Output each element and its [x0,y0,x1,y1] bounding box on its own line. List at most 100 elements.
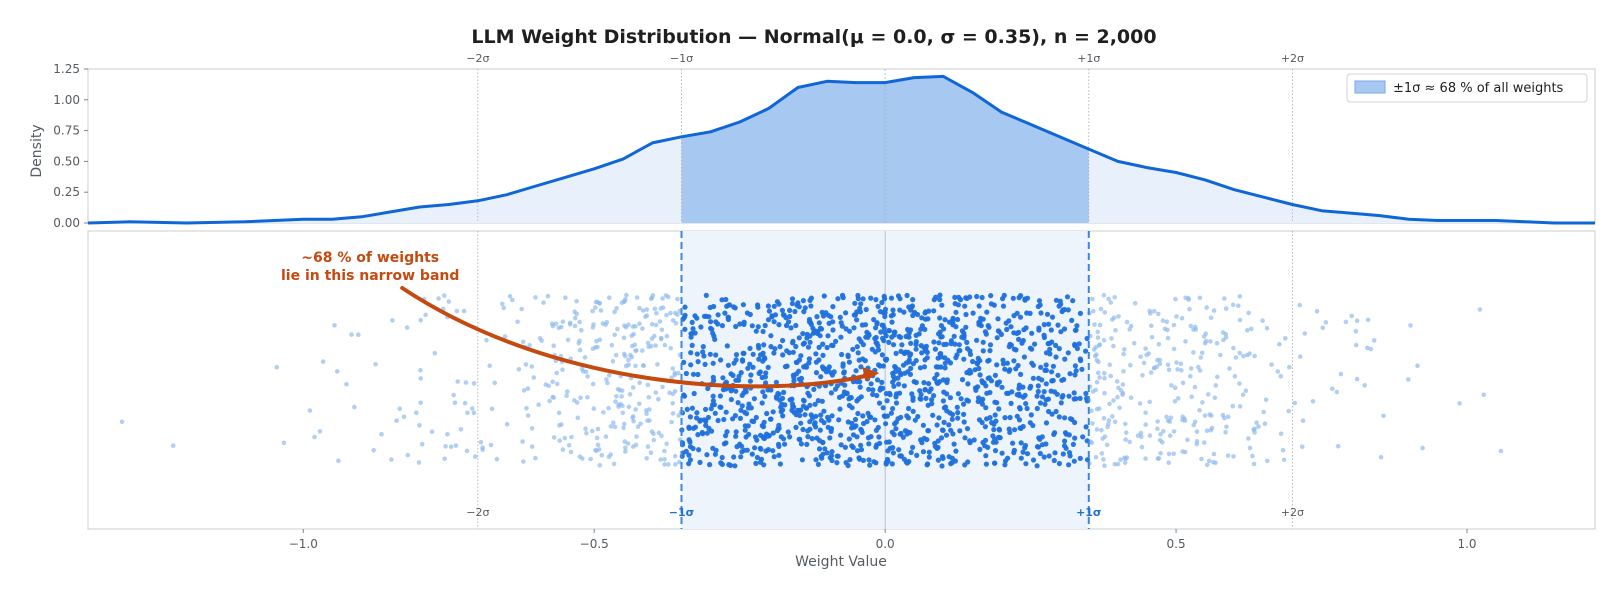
scatter-point-inner [689,405,696,411]
scatter-point-outer [1172,399,1178,404]
scatter-point-outer [502,334,508,339]
scatter-point-inner [814,314,820,320]
scatter-point-inner [762,393,768,399]
scatter-point-inner [941,419,947,425]
scatter-point-inner [1006,368,1012,374]
scatter-point-inner [834,460,840,466]
scatter-point-inner [688,334,694,340]
scatter-point-inner [982,424,989,430]
scatter-point-outer [404,325,410,330]
scatter-point-inner [743,434,749,440]
scatter-point-inner [776,443,782,449]
scatter-point-inner [1059,394,1065,400]
scatter-point-outer [1107,362,1113,368]
scatter-point-outer [1202,413,1208,418]
scatter-point-outer [1204,462,1210,468]
scatter-point-outer [600,321,606,326]
scatter-point-outer [633,407,638,412]
scatter-point-inner [793,424,799,430]
scatter-point-inner [818,374,824,380]
scatter-point-outer [595,426,601,432]
sigma-bottom-label: +2σ [1281,506,1304,519]
annotation-line-1: ~68 % of weights [301,250,439,266]
scatter-point-inner [828,453,835,459]
scatter-point-inner [1012,427,1018,433]
scatter-point-inner [1053,354,1059,360]
scatter-point-outer [394,418,399,424]
scatter-point-outer [1237,317,1243,323]
scatter-point-outer [1203,338,1209,344]
scatter-point-outer [1335,443,1341,449]
scatter-point-inner [1011,447,1018,453]
scatter-point-inner [733,429,739,435]
scatter-point-outer [1168,415,1174,421]
scatter-point-inner [1008,400,1014,406]
scatter-point-outer [1124,430,1129,435]
scatter-point-inner [952,294,958,300]
scatter-point-inner [717,393,724,399]
scatter-point-outer [1241,353,1246,359]
scatter-point-inner [882,356,889,363]
scatter-point-inner [870,391,876,397]
scatter-point-inner [798,353,804,359]
scatter-point-inner [980,316,986,322]
scatter-point-inner [813,457,819,463]
scatter-point-outer [500,301,505,307]
scatter-point-inner [893,400,900,406]
scatter-point-outer [1278,431,1284,437]
scatter-point-inner [731,360,737,366]
scatter-point-inner [749,451,755,457]
scatter-point-inner [1039,394,1046,400]
scatter-point-inner [995,316,1001,322]
scatter-point-inner [819,309,825,315]
scatter-point-outer [1102,390,1107,396]
scatter-point-inner [1070,441,1076,447]
scatter-point-outer [1330,386,1335,392]
scatter-point-inner [897,307,903,313]
scatter-point-outer [609,342,615,348]
scatter-point-outer [1116,314,1121,319]
scatter-point-outer [556,410,562,416]
scatter-point-outer [1231,454,1236,459]
scatter-point-inner [1042,401,1048,407]
scatter-point-inner [771,350,777,356]
scatter-point-outer [1286,408,1291,414]
scatter-point-outer [1202,440,1207,445]
scatter-point-inner [794,302,800,308]
scatter-point-outer [451,392,457,398]
scatter-point-outer [640,348,645,353]
scatter-point-outer [1114,379,1120,384]
scatter-point-inner [936,340,942,346]
scatter-point-inner [830,327,836,333]
scatter-point-inner [944,379,950,386]
scatter-point-outer [654,310,659,316]
scatter-point-inner [871,459,877,465]
scatter-point-inner [1002,415,1008,421]
scatter-point-outer [549,321,555,327]
scatter-point-inner [1066,393,1072,399]
scatter-point-outer [1183,339,1188,344]
scatter-point-outer [1101,416,1107,421]
scatter-point-inner [747,361,753,367]
scatter-point-outer [1166,460,1171,466]
scatter-point-inner [846,359,853,365]
scatter-point-outer [569,434,574,440]
scatter-point-inner [855,292,861,299]
scatter-point-inner [757,369,763,375]
scatter-point-inner [707,351,713,357]
scatter-point-inner [857,305,863,311]
scatter-point-outer [1246,310,1251,316]
scatter-point-inner [938,351,944,357]
scatter-point-outer [560,447,566,452]
scatter-point-outer [1094,358,1100,363]
scatter-point-inner [996,406,1002,412]
scatter-point-outer [414,410,419,416]
scatter-point-inner [872,349,878,355]
scatter-point-inner [842,444,849,450]
scatter-point-inner [860,457,867,463]
scatter-point-outer [1237,404,1243,409]
scatter-point-inner [691,390,697,397]
scatter-point-inner [1041,322,1047,328]
scatter-point-outer [1243,388,1249,394]
scatter-point-inner [796,335,802,341]
